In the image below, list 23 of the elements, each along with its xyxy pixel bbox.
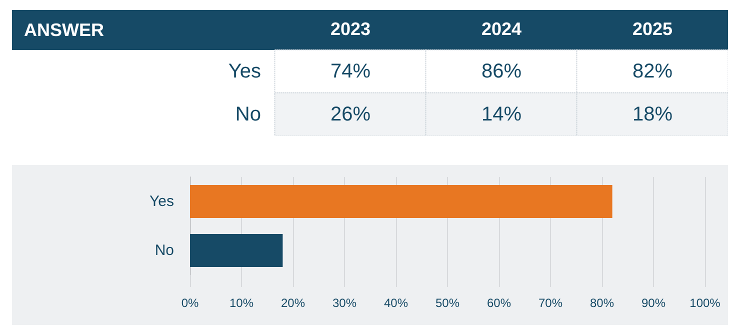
text: 74% [330, 60, 371, 82]
text: 26% [330, 104, 371, 126]
text: 14% [481, 104, 522, 126]
category-label: 2025 [632, 19, 673, 39]
category-label: No [235, 104, 261, 126]
x-tick-label: 100% [690, 296, 721, 310]
x-tick-label: 70% [538, 296, 563, 310]
text: 18% [632, 104, 673, 126]
text: 82% [632, 60, 673, 82]
text: ANSWER [24, 20, 104, 40]
category-label: Yes [228, 60, 261, 82]
x-tick-label: 50% [435, 296, 460, 310]
x-tick-label: 0% [181, 296, 199, 310]
category-label: 2024 [481, 19, 522, 39]
x-tick-label: 60% [486, 296, 512, 310]
x-tick-label: 90% [641, 296, 666, 310]
x-tick-label: 80% [590, 296, 614, 310]
category-label: 2023 [330, 19, 371, 39]
text: 86% [481, 60, 522, 82]
x-tick-label: 40% [384, 296, 408, 310]
x-tick-label: 20% [280, 296, 306, 310]
x-tick-label: 30% [332, 296, 357, 310]
x-tick-label: 10% [229, 296, 254, 310]
